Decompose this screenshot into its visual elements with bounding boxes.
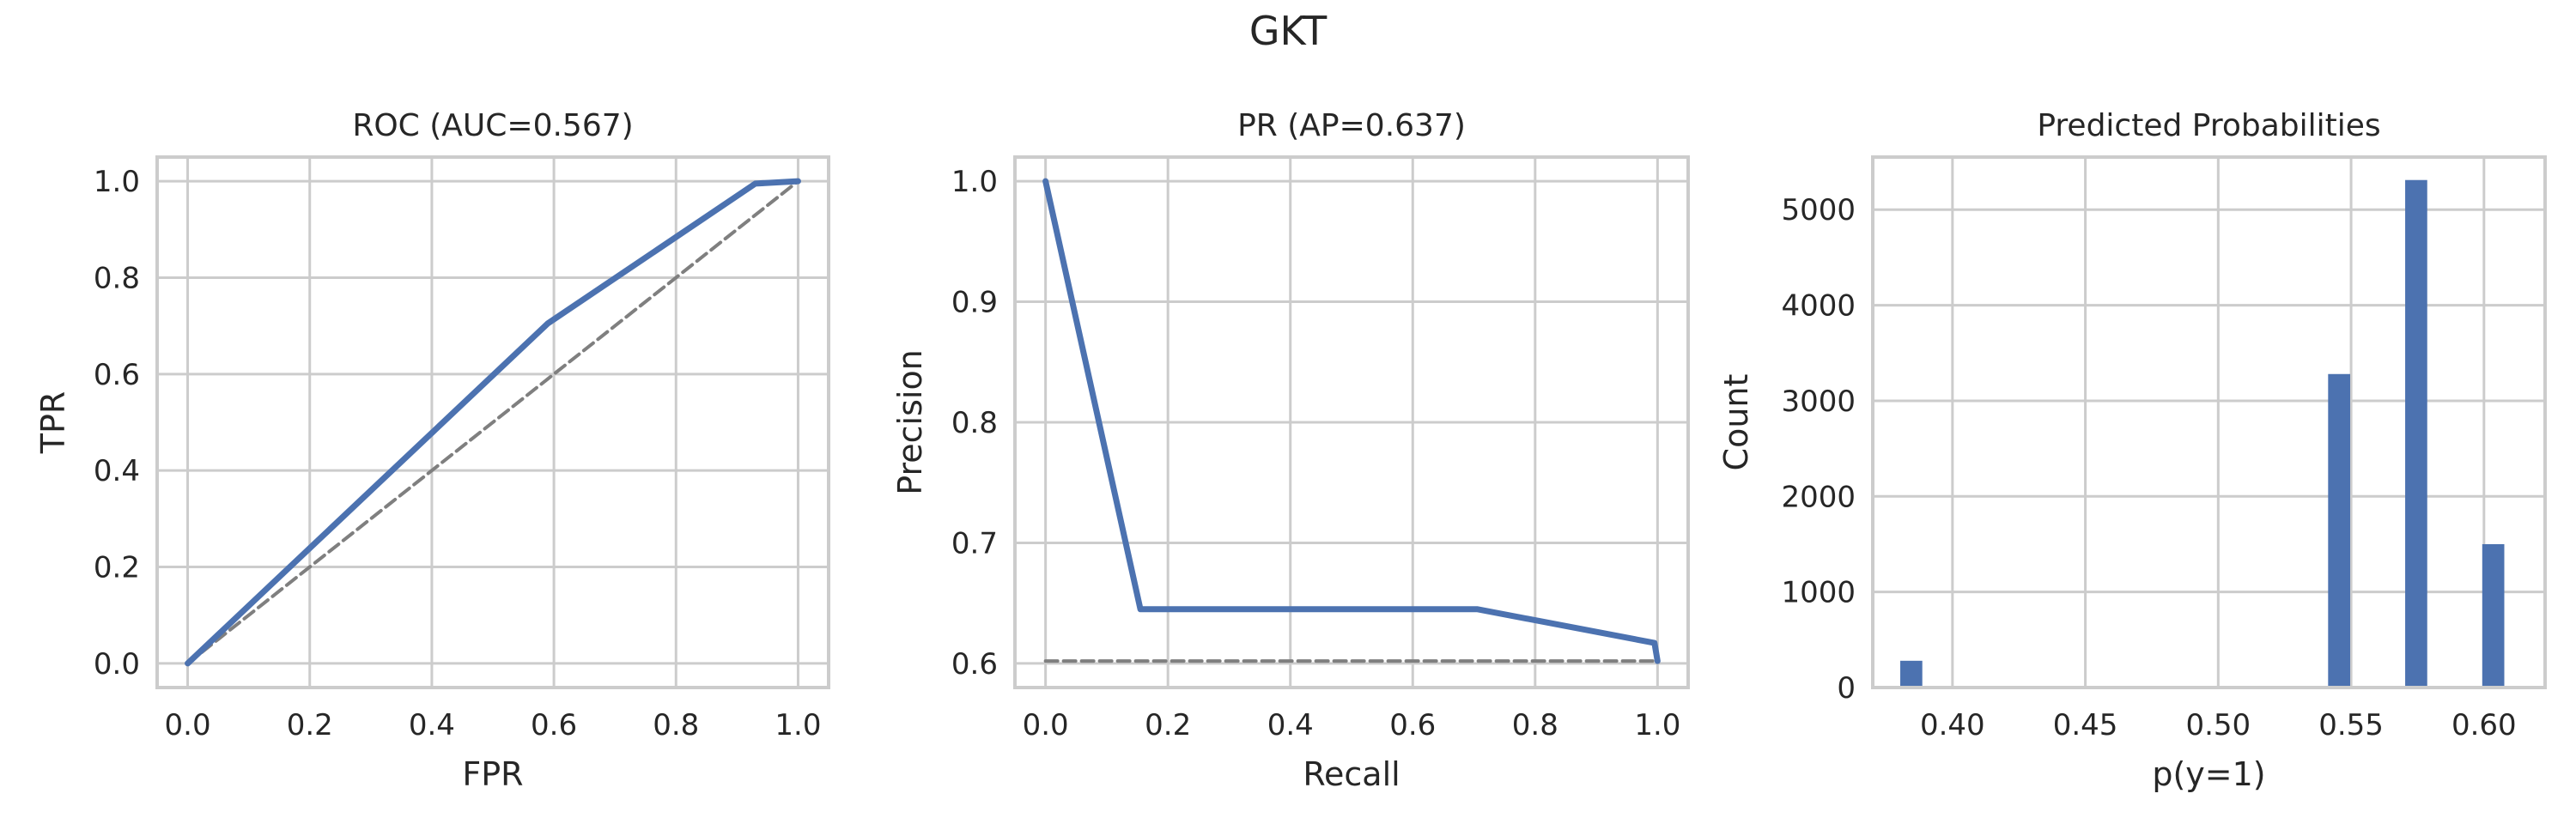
figure-title: GKT bbox=[1249, 8, 1327, 54]
x-tick-label: 0.6 bbox=[1389, 708, 1436, 742]
plot-frame bbox=[155, 155, 830, 689]
y-tick-label: 2000 bbox=[1781, 480, 1856, 514]
x-tick-label: 0.40 bbox=[1920, 708, 1985, 742]
x-tick-label: 0.6 bbox=[531, 708, 577, 742]
histogram-bar bbox=[2328, 373, 2350, 688]
x-tick-label: 0.4 bbox=[1267, 708, 1314, 742]
y-axis-label: Precision bbox=[891, 349, 929, 495]
x-tick-label: 1.0 bbox=[775, 708, 821, 742]
y-tick-label: 0.8 bbox=[94, 261, 140, 295]
y-axis-label: TPR bbox=[34, 391, 72, 455]
x-tick-label: 0.0 bbox=[165, 708, 211, 742]
y-tick-label: 0.8 bbox=[951, 406, 998, 440]
subplot-2: 0.0 0.2 0.4 0.6 0.8 1.0 0.6 0.7 0.8 0.9 1.0 PR (AP=… bbox=[891, 108, 1690, 793]
x-tick-label: 0.55 bbox=[2318, 708, 2384, 742]
y-tick-label: 0.0 bbox=[94, 647, 140, 682]
curve-line bbox=[1042, 178, 1661, 664]
x-axis-label: Recall bbox=[1303, 755, 1400, 793]
subplot-title: PR (AP=0.637) bbox=[1237, 108, 1466, 143]
x-tick-label: 1.0 bbox=[1634, 708, 1680, 742]
x-tick-label: 0.8 bbox=[1512, 708, 1558, 742]
subplot-title: ROC (AUC=0.567) bbox=[352, 108, 633, 143]
subplots: 0.0 0.2 0.4 0.6 0.8 1.0 0.0 0.2 0.4 0.6 0.8 1.0 ROC … bbox=[34, 108, 2547, 793]
curve-line bbox=[185, 178, 801, 667]
plot-frame bbox=[1013, 155, 1690, 689]
x-tick-label: 0.4 bbox=[409, 708, 455, 742]
x-tick-label: 0.60 bbox=[2451, 708, 2517, 742]
y-tick-label: 0.7 bbox=[951, 526, 998, 560]
y-tick-label: 3000 bbox=[1781, 385, 1856, 419]
x-tick-label: 0.0 bbox=[1023, 708, 1069, 742]
y-tick-label: 0 bbox=[1837, 671, 1856, 706]
x-axis-label: p(y=1) bbox=[2152, 755, 2265, 793]
y-tick-label: 1.0 bbox=[94, 165, 140, 199]
y-tick-label: 4000 bbox=[1781, 289, 1856, 324]
histogram-bar bbox=[2482, 543, 2505, 688]
histogram-bar bbox=[1900, 660, 1923, 688]
y-tick-label: 0.2 bbox=[94, 551, 140, 585]
y-tick-label: 0.4 bbox=[94, 454, 140, 488]
subplot-1: 0.0 0.2 0.4 0.6 0.8 1.0 0.0 0.2 0.4 0.6 0.8 1.0 ROC … bbox=[34, 108, 830, 793]
x-tick-label: 0.8 bbox=[653, 708, 699, 742]
y-tick-label: 1000 bbox=[1781, 576, 1856, 610]
y-tick-label: 5000 bbox=[1781, 193, 1856, 227]
baseline-line bbox=[185, 179, 800, 665]
y-axis-label: Count bbox=[1717, 374, 1755, 471]
x-tick-label: 0.45 bbox=[2053, 708, 2118, 742]
subplot-title: Predicted Probabilities bbox=[2037, 108, 2380, 143]
subplot-3: 0.40 0.45 0.50 0.55 0.60 0 1000 2000 3000 4000 500… bbox=[1717, 108, 2547, 793]
y-tick-label: 0.6 bbox=[94, 358, 140, 392]
x-tick-label: 0.2 bbox=[1145, 708, 1191, 742]
plot-frame bbox=[1871, 155, 2547, 689]
histogram-bar bbox=[2405, 179, 2427, 688]
x-axis-label: FPR bbox=[462, 755, 523, 793]
x-tick-label: 0.2 bbox=[287, 708, 333, 742]
y-tick-label: 0.9 bbox=[951, 286, 998, 320]
y-tick-label: 0.6 bbox=[951, 647, 998, 682]
y-tick-label: 1.0 bbox=[951, 165, 998, 199]
x-tick-label: 0.50 bbox=[2185, 708, 2251, 742]
